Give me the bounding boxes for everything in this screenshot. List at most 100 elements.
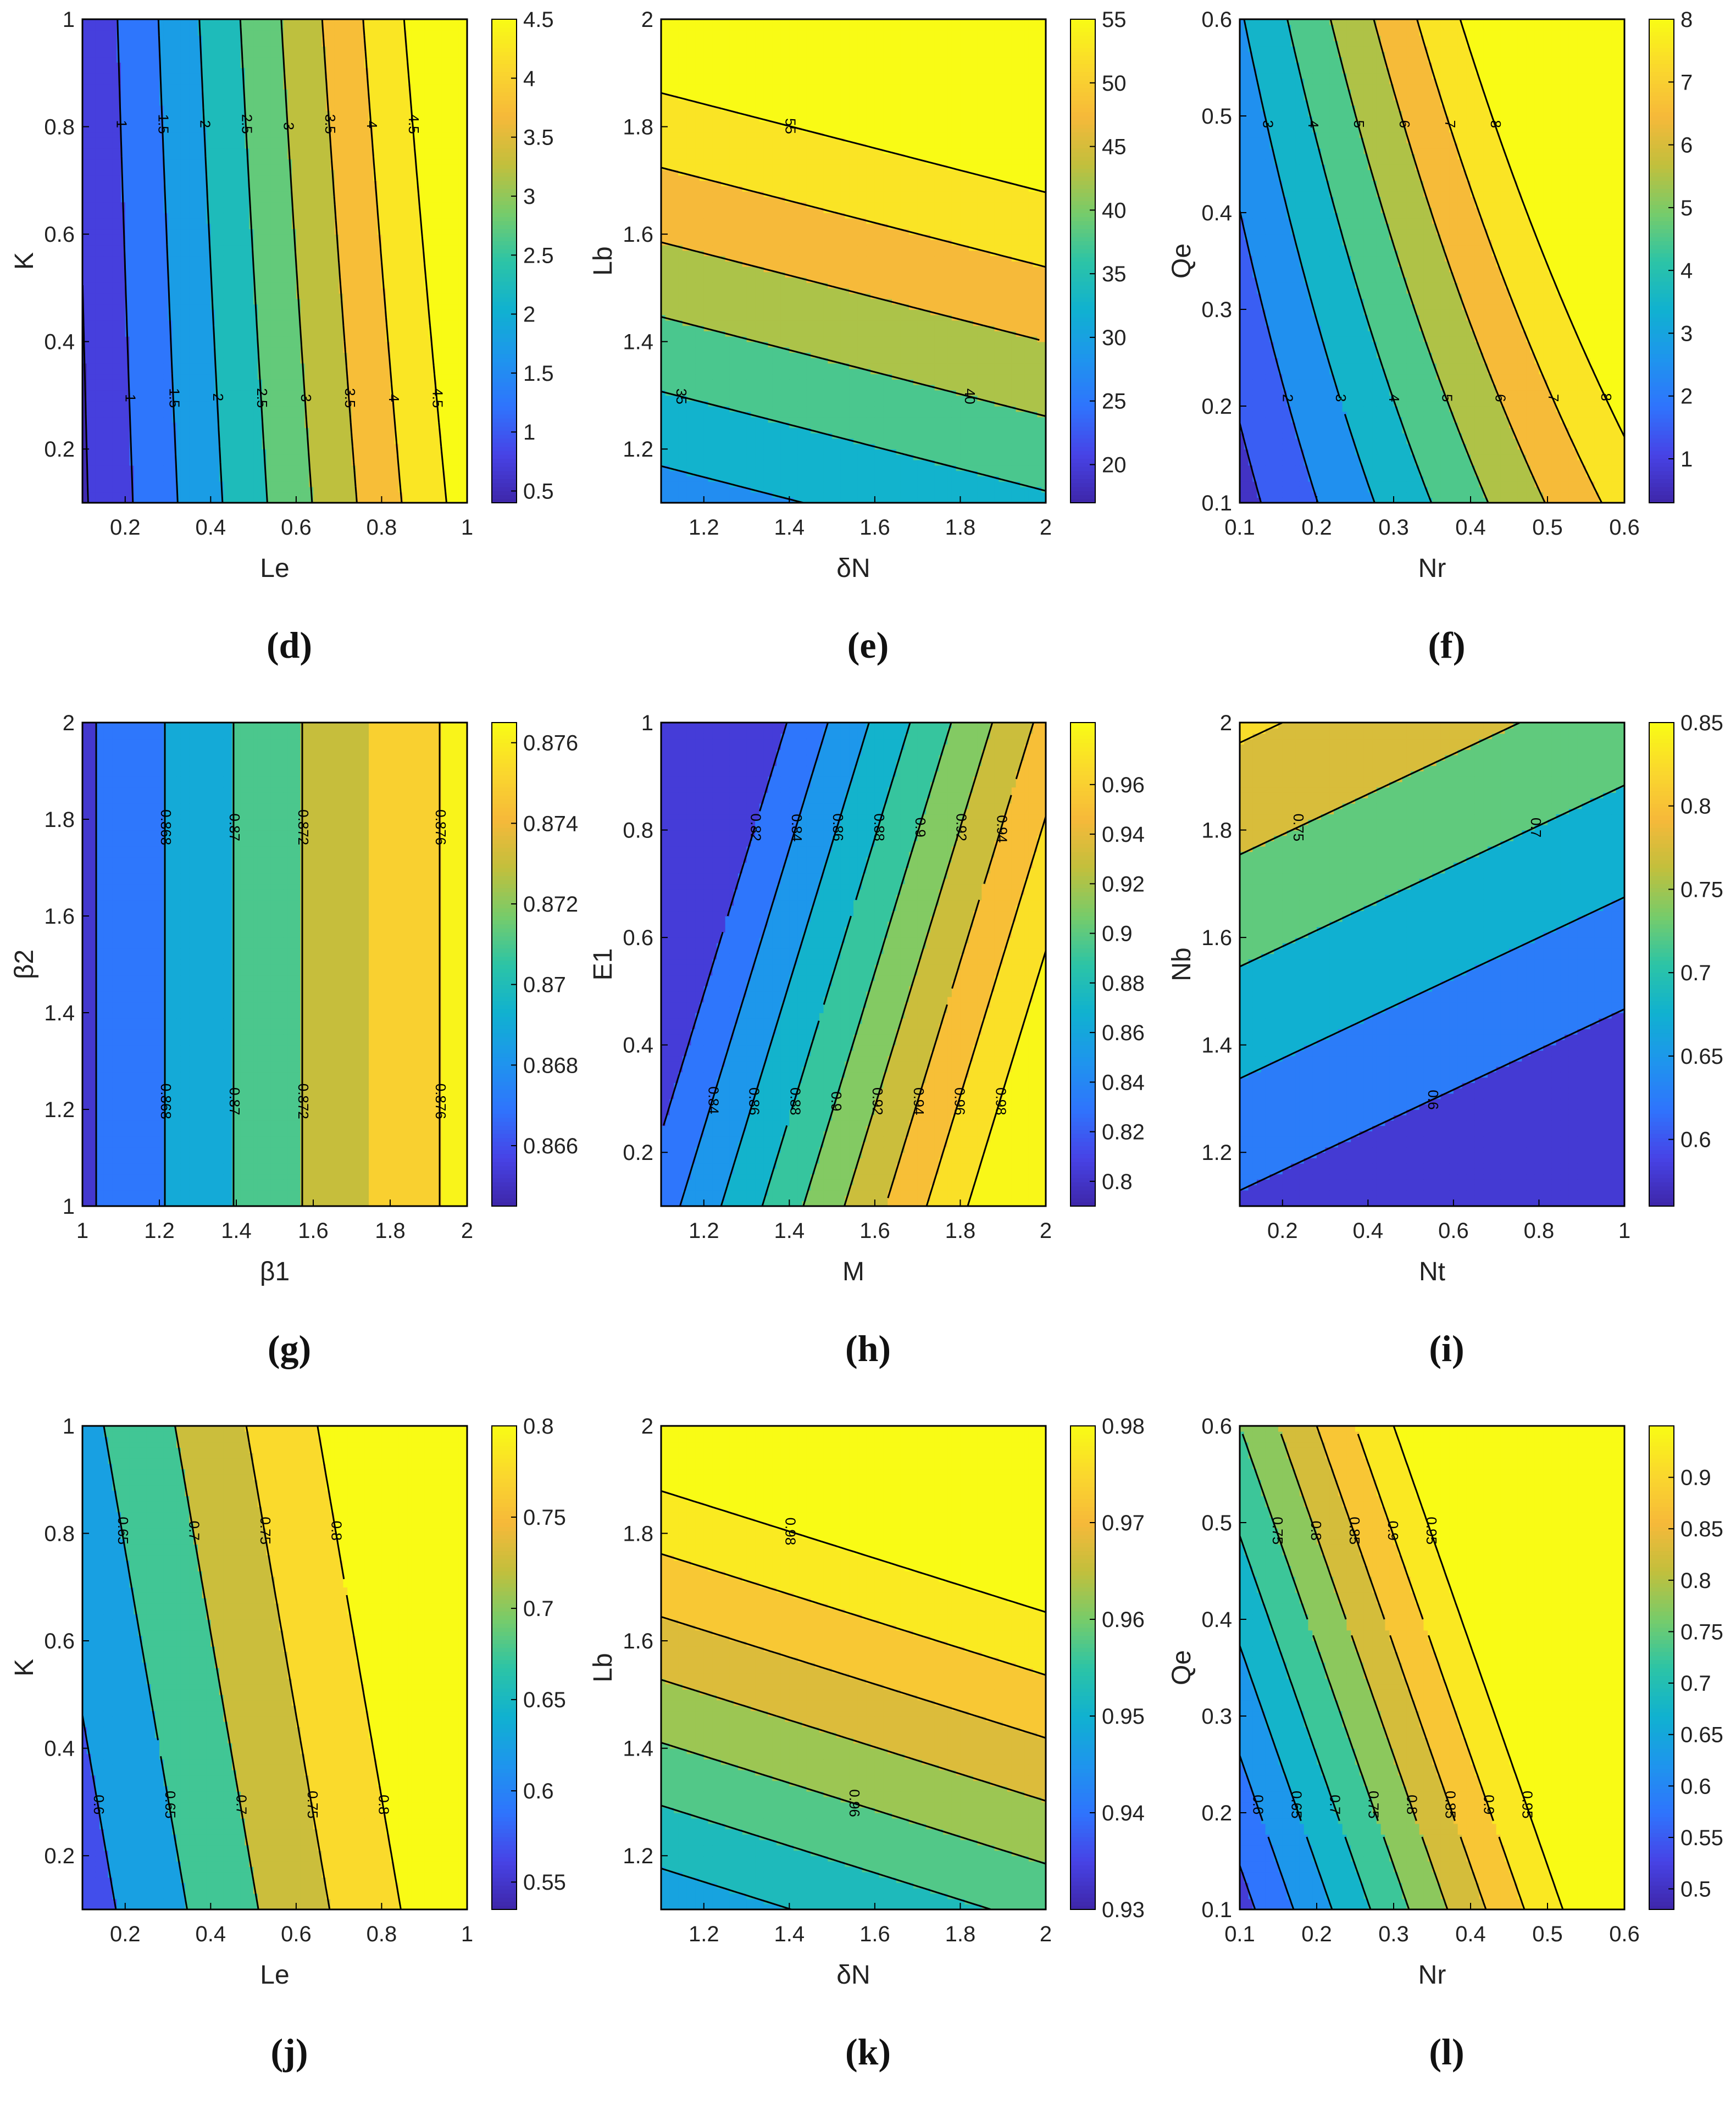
- contour-level-label: 0.8: [1308, 1521, 1324, 1541]
- colorbar-tick-label: 0.7: [1680, 1672, 1711, 1696]
- y-tick-label: 0.3: [1201, 298, 1232, 322]
- contour-level-label: 0.9: [1480, 1795, 1497, 1814]
- x-tick-label: 1.8: [945, 1922, 976, 1946]
- y-tick-label: 1.4: [623, 330, 653, 354]
- contour-level-label: 0.84: [705, 1086, 722, 1114]
- contour-level-label: 1.5: [155, 114, 171, 134]
- contour-level-label: 0.95: [1423, 1517, 1440, 1545]
- colorbar-tick-label: 4.5: [523, 8, 554, 32]
- x-tick-label: 0.6: [1609, 515, 1640, 540]
- y-tick-label: 0.8: [623, 819, 653, 843]
- contour-level-label: 3.5: [342, 388, 358, 408]
- contour-level-label: 3: [1333, 394, 1349, 402]
- colorbar-tick-label: 0.8: [1102, 1170, 1133, 1194]
- y-tick-label: 0.4: [44, 330, 75, 354]
- contour-panel: 1 1 1.5 1.5 2 2 2.5 2.5 3 3 3.5 3.5 4 4 4.5 4.5 0.2 0.4 0.…: [0, 0, 579, 703]
- contour-level-label: 4: [1305, 120, 1322, 127]
- x-tick-label: 0.2: [1301, 515, 1332, 540]
- colorbar-tick-label: 4: [1680, 259, 1693, 283]
- colorbar-tick-label: 2.5: [523, 243, 554, 268]
- y-tick-label: 0.2: [1201, 1801, 1232, 1825]
- y-tick-label: 0.2: [44, 437, 75, 462]
- contour-chart: 0.6 0.65 0.70.750.750.80.80.850.850.90.90.…: [1157, 1407, 1736, 2022]
- contour-fill: [82, 1426, 468, 1910]
- x-tick-label: 1.8: [945, 515, 976, 540]
- y-tick-label: 1.4: [44, 1001, 75, 1025]
- contour-panel: 0.6 0.7 0.75 0.2 0.4 0.6 0.8 1 1.2 1.4 1.6 1.8 2 Nt Nb…: [1157, 703, 1736, 1407]
- contour-level-label: 7: [1545, 394, 1562, 402]
- contour-level-label: 0.7: [1327, 1795, 1343, 1814]
- y-tick-label: 1.8: [623, 1522, 653, 1546]
- x-tick-label: 0.4: [1455, 1922, 1486, 1946]
- contour-level-label: 0.7: [186, 1521, 203, 1541]
- colorbar-tick-label: 55: [1102, 8, 1127, 32]
- contour-level-label: 0.6: [1425, 1090, 1441, 1109]
- panel-caption: (e): [579, 624, 1157, 667]
- x-tick-label: 0.6: [1609, 1922, 1640, 1946]
- contour-fill: [1240, 723, 1625, 1207]
- y-tick-label: 1.6: [1201, 926, 1232, 950]
- contour-level-label: 0.94: [994, 815, 1010, 843]
- contour-level-label: 0.872: [295, 1084, 312, 1119]
- colorbar-tick-label: 8: [1680, 8, 1693, 32]
- x-tick-label: 0.2: [110, 1922, 141, 1946]
- x-tick-label: 0.5: [1532, 515, 1563, 540]
- contour-level-label: 0.7: [1528, 818, 1544, 837]
- contour-level-label: 3: [298, 394, 314, 402]
- colorbar-tick-label: 0.82: [1102, 1120, 1145, 1145]
- contour-level-label: 2.5: [239, 114, 255, 134]
- contour-level-label: 35: [673, 388, 690, 404]
- x-tick-label: 0.1: [1224, 1922, 1255, 1946]
- x-axis-title: Le: [260, 554, 289, 583]
- panel-caption: (i): [1157, 1327, 1736, 1370]
- contour-chart: 0.82 0.840.840.860.860.880.880.90.90.920.…: [579, 703, 1157, 1319]
- x-tick-label: 1.6: [859, 515, 890, 540]
- y-tick-label: 2: [63, 711, 75, 735]
- contour-level-label: 0.9: [1385, 1521, 1401, 1541]
- contour-level-label: 0.868: [158, 1084, 174, 1119]
- contour-chart: 0.60.650.650.70.70.750.750.80.80.2 0.4 0.6…: [0, 1407, 579, 2022]
- y-tick-label: 0.8: [44, 115, 75, 140]
- contour-level-label: 6: [1396, 120, 1413, 127]
- contour-level-label: 1: [122, 394, 138, 402]
- y-tick-label: 1.8: [44, 808, 75, 832]
- contour-level-label: 0.65: [1288, 1791, 1305, 1819]
- contour-level-label: 2: [210, 393, 226, 401]
- colorbar-tick-label: 0.85: [1680, 1517, 1723, 1541]
- colorbar-tick-label: 0.8: [523, 1414, 554, 1439]
- colorbar-tick-label: 0.872: [523, 892, 578, 917]
- y-axis-title: K: [10, 1659, 39, 1676]
- y-tick-label: 0.4: [623, 1034, 653, 1058]
- x-tick-label: 2: [1040, 1219, 1052, 1243]
- y-tick-label: 1.2: [623, 1844, 653, 1868]
- contour-level-label: 5: [1439, 394, 1456, 402]
- contour-level-label: 0.75: [257, 1517, 274, 1545]
- contour-fill: [82, 723, 468, 1207]
- colorbar-tick-label: 30: [1102, 326, 1127, 350]
- contour-fill: [661, 1426, 1046, 1910]
- colorbar-tick-label: 0.75: [1680, 1620, 1723, 1644]
- x-tick-label: 0.5: [1532, 1922, 1563, 1946]
- contour-fill: [661, 723, 1046, 1207]
- x-tick-label: 1.4: [221, 1219, 252, 1243]
- colorbar-tick-label: 6: [1680, 134, 1693, 158]
- colorbar-tick-label: 0.95: [1102, 1704, 1145, 1729]
- y-tick-label: 0.3: [1201, 1704, 1232, 1729]
- x-tick-label: 0.2: [110, 515, 141, 540]
- x-tick-label: 0.3: [1378, 515, 1409, 540]
- x-axis-title: δN: [836, 1961, 870, 1990]
- x-axis-title: Le: [260, 1961, 289, 1990]
- colorbar-tick-label: 5: [1680, 196, 1693, 220]
- contour-level-label: 3: [1260, 120, 1276, 127]
- x-tick-label: 1.4: [774, 1219, 805, 1243]
- contour-level-label: 40: [962, 388, 978, 404]
- colorbar-tick-label: 3: [1680, 321, 1693, 346]
- y-tick-label: 1.6: [623, 223, 653, 247]
- colorbar-tick-label: 0.65: [1680, 1045, 1723, 1069]
- contour-level-label: 0.84: [789, 814, 805, 842]
- x-tick-label: 1: [461, 515, 473, 540]
- x-axis-title: Nt: [1419, 1257, 1445, 1286]
- colorbar-tick-label: 0.866: [523, 1134, 578, 1158]
- contour-level-label: 4: [1386, 394, 1402, 402]
- panel-caption: (d): [0, 624, 579, 667]
